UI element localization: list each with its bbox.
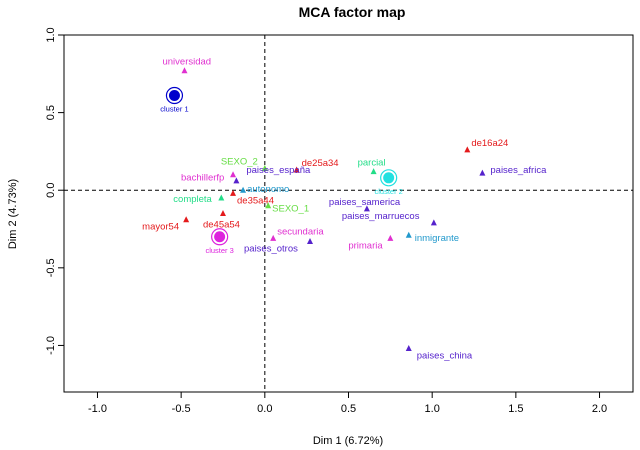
- cluster-ring-cluster-2: [380, 169, 398, 187]
- cluster-label-cluster-1: cluster 1: [160, 105, 188, 114]
- point-label-bachillerfp: bachillerfp: [181, 173, 224, 184]
- x-tick-label: -1.0: [88, 403, 107, 415]
- category-points: universidad de16a24 paises_africa parcial SE…: [142, 57, 547, 362]
- point-label-de35a44: de35a44: [237, 195, 274, 206]
- point-paises-otros: [307, 237, 314, 244]
- point-primaria: [387, 234, 394, 241]
- point-bachillerfp: [230, 171, 237, 178]
- cluster-label-cluster-3: cluster 3: [205, 246, 233, 255]
- point-label-autonomo: autonomo: [247, 184, 289, 195]
- y-tick-label: -1.0: [45, 336, 57, 355]
- cluster-label-cluster-2: cluster 2: [374, 187, 402, 196]
- y-tick-label: 1.0: [45, 27, 57, 42]
- point-label-inmigrante: inmigrante: [415, 233, 459, 244]
- cluster-marker-cluster-2: [383, 172, 395, 184]
- point-universidad: [181, 67, 188, 74]
- point-label-completa: completa: [173, 194, 212, 205]
- point-sexo-2: [261, 164, 268, 171]
- point-label-paises-africa: paises_africa: [490, 165, 547, 176]
- chart-title: MCA factor map: [299, 4, 406, 20]
- point-label-sexo-1: SEXO_1: [272, 204, 309, 215]
- reference-lines: [64, 35, 633, 392]
- cluster-centers: cluster 1 cluster 2 cluster 3: [160, 86, 403, 255]
- x-tick-label: 2.0: [592, 403, 607, 415]
- x-tick-label: 1.5: [508, 403, 523, 415]
- point-paises-espa-a: [233, 177, 240, 184]
- point-label-parcial: parcial: [358, 158, 386, 169]
- point-label-paises-otros: paises_otros: [244, 243, 298, 254]
- point-label-secundaria: secundaria: [277, 226, 324, 237]
- point-parcial: [370, 168, 377, 175]
- x-axis-title: Dim 1 (6.72%): [313, 435, 383, 447]
- y-axis: 1.0 0.5 0.0 -0.5 -1.0: [45, 27, 64, 355]
- point-label-de45a54: de45a54: [203, 220, 240, 231]
- y-tick-label: 0.5: [45, 105, 57, 120]
- point-sexo-1: [265, 202, 272, 209]
- point-paises-china: [405, 345, 412, 352]
- point-label-sexo-2: SEXO_2: [221, 156, 258, 167]
- point-label-de16a24: de16a24: [471, 138, 508, 149]
- point-label-paises-samerica: paises_samerica: [329, 197, 401, 208]
- y-tick-label: 0.0: [45, 183, 57, 198]
- point-de45a54: [219, 210, 226, 216]
- point-secundaria: [270, 234, 277, 241]
- point-autonomo: [240, 186, 247, 193]
- x-tick-label: -0.5: [172, 403, 191, 415]
- point-label-de25a34: de25a34: [302, 158, 339, 169]
- point-label-mayor54: mayor54: [142, 222, 179, 233]
- y-tick-label: -0.5: [45, 258, 57, 277]
- point-label-paises-china: paises_china: [417, 351, 473, 362]
- point-de25a34: [293, 166, 300, 173]
- point-label-paises-marruecos: paises_marruecos: [342, 211, 420, 222]
- cluster-marker-cluster-3: [214, 231, 226, 243]
- point-completa: [218, 194, 225, 201]
- point-paises-samerica: [363, 205, 370, 212]
- cluster-marker-cluster-1: [168, 90, 180, 102]
- point-label-paises-espa-a: paises_españa: [246, 165, 311, 176]
- y-axis-title: Dim 2 (4.73%): [7, 179, 19, 249]
- cluster-ring-cluster-3: [211, 228, 229, 246]
- x-tick-label: 0.5: [341, 403, 356, 415]
- point-de16a24: [464, 146, 471, 153]
- point-de35a44: [230, 189, 237, 196]
- x-tick-label: 1.0: [425, 403, 440, 415]
- x-axis: -1.0 -0.5 0.0 0.5 1.0 1.5 2.0: [88, 392, 607, 415]
- point-mayor54: [183, 216, 190, 223]
- point-label-primaria: primaria: [348, 240, 383, 251]
- x-tick-label: 0.0: [257, 403, 272, 415]
- point-paises-africa: [479, 169, 486, 176]
- point-paises-marruecos: [430, 219, 437, 226]
- cluster-ring-cluster-1: [165, 86, 184, 105]
- point-label-universidad: universidad: [162, 57, 211, 68]
- point-inmigrante: [405, 231, 412, 238]
